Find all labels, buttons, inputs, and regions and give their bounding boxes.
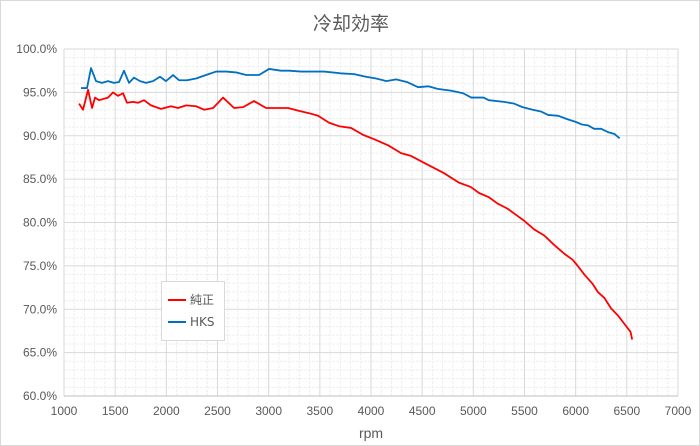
y-tick-label: 90.0% (23, 129, 57, 143)
x-tick-label: 1500 (102, 404, 129, 418)
x-tick-label: 6500 (613, 404, 640, 418)
x-tick-label: 3500 (306, 404, 333, 418)
x-tick-label: 2500 (204, 404, 231, 418)
y-tick-label: 100.0% (16, 42, 57, 56)
x-axis-label: rpm (359, 425, 383, 441)
y-tick-label: 95.0% (23, 85, 57, 99)
x-tick-label: 1000 (51, 404, 78, 418)
legend-label-stock: 純正 (190, 293, 215, 307)
x-tick-label: 6000 (562, 404, 589, 418)
legend-item-stock: 純正 (168, 291, 214, 308)
y-tick-label: 80.0% (23, 216, 57, 230)
y-tick-label: 75.0% (23, 259, 57, 273)
x-tick-label: 5000 (460, 404, 487, 418)
x-tick-label: 5500 (511, 404, 538, 418)
legend-swatch-hks (168, 321, 186, 323)
legend-swatch-stock (168, 298, 186, 301)
y-tick-label: 60.0% (23, 389, 57, 403)
series-line-hks (80, 67, 621, 140)
x-tick-label: 2000 (153, 404, 180, 418)
chart-title: 冷却効率 (312, 13, 389, 35)
x-tick-label: 3000 (255, 404, 282, 418)
legend: 純正 HKS (161, 281, 225, 341)
series-line-stock (78, 88, 634, 340)
x-tick-label: 4500 (409, 404, 436, 418)
y-tick-label: 65.0% (23, 346, 57, 360)
legend-item-hks: HKS (168, 315, 215, 329)
y-tick-label: 85.0% (23, 172, 57, 186)
y-tick-label: 70.0% (23, 302, 57, 316)
x-tick-label: 7000 (665, 404, 692, 418)
x-tick-label: 4000 (358, 404, 385, 418)
legend-label-hks: HKS (190, 315, 215, 329)
